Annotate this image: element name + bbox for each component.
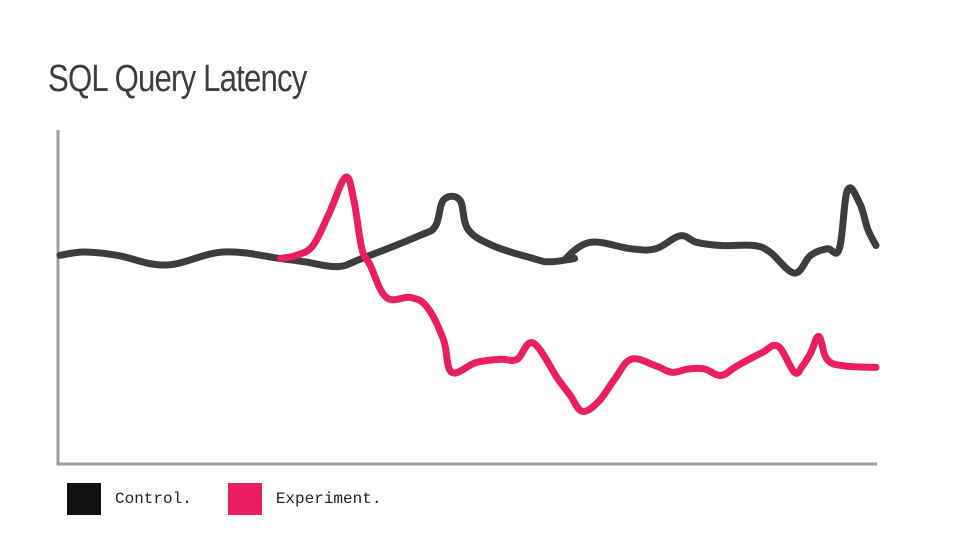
- legend-label-control: Control.: [115, 490, 192, 508]
- legend: Control. Experiment.: [67, 483, 417, 515]
- legend-item-experiment: Experiment.: [227, 483, 382, 515]
- chart-title: SQL Query Latency: [48, 58, 307, 100]
- legend-label-experiment: Experiment.: [275, 490, 382, 508]
- series-line-experiment: [276, 173, 880, 415]
- legend-swatch-control: [67, 483, 101, 515]
- legend-item-control: Control.: [67, 483, 192, 515]
- legend-swatch-experiment: [227, 483, 262, 515]
- series-line-control: [56, 184, 880, 277]
